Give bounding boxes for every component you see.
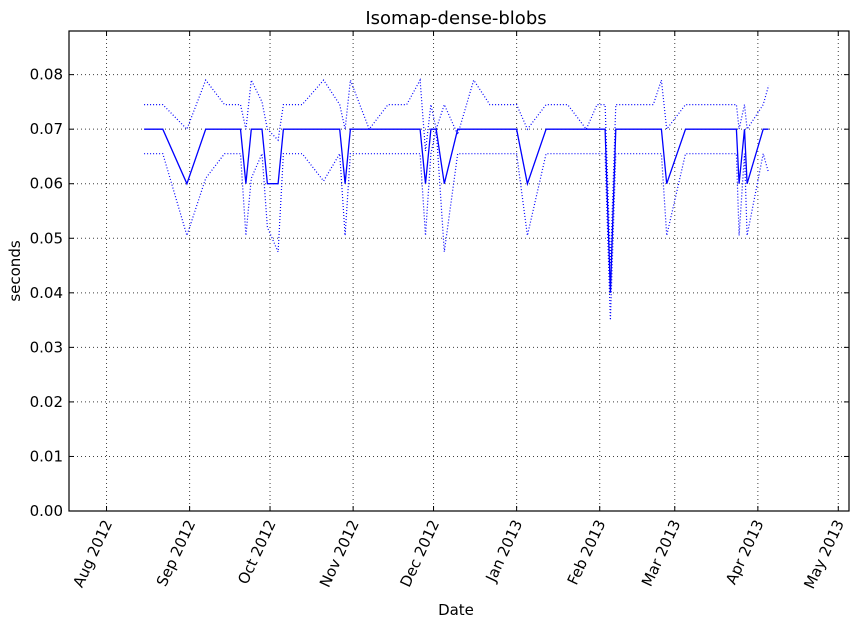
y-axis-label: seconds bbox=[6, 240, 24, 301]
y-tick-label: 0.04 bbox=[30, 284, 63, 302]
chart-title: Isomap-dense-blobs bbox=[365, 8, 546, 29]
y-tick-label: 0.03 bbox=[30, 338, 63, 356]
series-line-mean bbox=[144, 128, 769, 293]
y-tick-label: 0.06 bbox=[30, 175, 63, 193]
series-layer bbox=[144, 77, 770, 321]
y-tick-label: 0.05 bbox=[30, 229, 63, 247]
y-tick-label: 0.08 bbox=[30, 66, 63, 84]
grid bbox=[69, 31, 849, 512]
y-tick-label: 0.00 bbox=[30, 502, 63, 520]
y-tick-label: 0.07 bbox=[30, 120, 63, 138]
y-tick-label: 0.01 bbox=[30, 447, 63, 465]
y-tick-label: 0.02 bbox=[30, 393, 63, 411]
plot-frame bbox=[68, 30, 850, 512]
x-axis-label: Date bbox=[438, 601, 474, 619]
series-line-bound bbox=[144, 129, 770, 321]
